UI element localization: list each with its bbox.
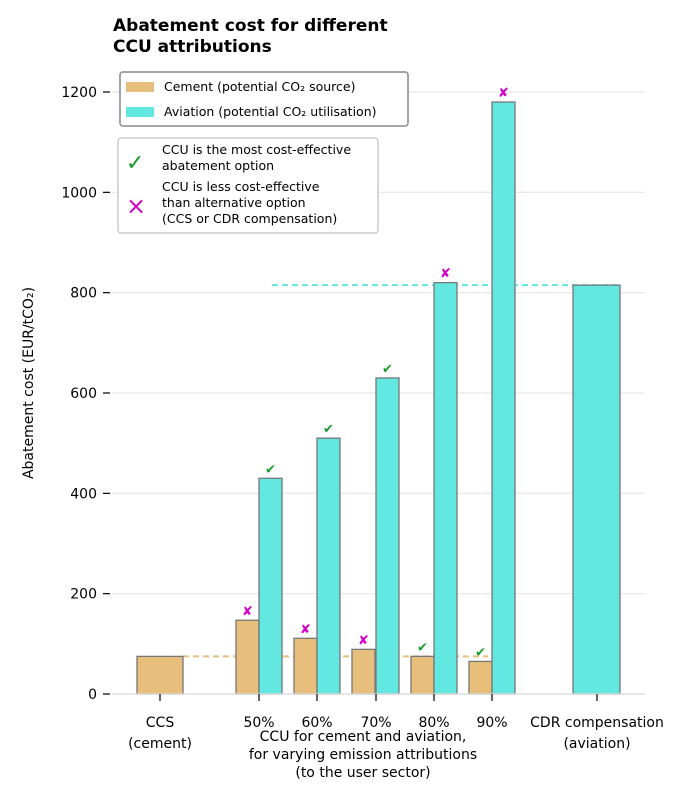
cross-marker: ✘ xyxy=(358,633,369,648)
legend-swatch xyxy=(126,107,154,117)
x-tick-label: 60% xyxy=(301,715,332,731)
reference-lines xyxy=(183,284,620,658)
bar-markers: ✘ ✘ ✘ ✔ ✔ ✔ ✔ ✔ ✘ ✘ xyxy=(242,86,509,660)
cross-marker: ✘ xyxy=(440,267,451,282)
check-marker: ✔ xyxy=(382,362,393,377)
x-tick-label: (cement) xyxy=(128,736,192,752)
bar-cement xyxy=(410,655,435,695)
check-marker: ✔ xyxy=(265,462,276,477)
check-marker: ✔ xyxy=(323,422,334,437)
cross-marker: ✘ xyxy=(300,622,311,637)
legend-label: Aviation (potential CO₂ utilisation) xyxy=(164,104,377,119)
legend-label: Cement (potential CO₂ source) xyxy=(164,79,355,94)
legend-box xyxy=(119,71,409,127)
title-line: Abatement cost for different xyxy=(113,16,388,36)
bar-aviation xyxy=(491,101,516,695)
x-tick-label: (aviation) xyxy=(563,736,630,752)
y-tick-label: 800 xyxy=(70,286,97,302)
x-tick-label: 70% xyxy=(360,715,391,731)
bar-aviation xyxy=(375,377,400,695)
x-tick-label: 90% xyxy=(476,715,507,731)
bar-cement xyxy=(293,637,318,695)
y-axis: 0 200 400 600 800 1000 1200 Abatement cost (EUR… xyxy=(21,85,110,703)
x-tick-label: CCS xyxy=(146,715,175,731)
marker-legend-label: abatement option xyxy=(162,158,274,173)
y-tick-label: 1000 xyxy=(61,185,97,201)
cross-icon: × xyxy=(126,192,146,220)
y-tick-label: 1200 xyxy=(61,85,97,101)
y-tick-label: 200 xyxy=(70,587,97,603)
cross-marker: ✘ xyxy=(242,604,253,619)
bar-cement xyxy=(351,648,376,695)
title-line: CCU attributions xyxy=(113,37,272,57)
marker-legend-label: (CCS or CDR compensation) xyxy=(162,211,337,226)
bar-cement xyxy=(136,655,184,695)
marker-legend-label: CCU is the most cost-effective xyxy=(162,142,351,157)
bar-aviation xyxy=(572,284,621,695)
marker-legend: ✓ CCU is the most cost-effectiveabatement… xyxy=(117,137,379,234)
x-axis: CCS (cement) 50% 60% 70% 80% 90% CDR compensati… xyxy=(112,693,664,781)
legend-swatch xyxy=(126,82,154,92)
cross-marker: ✘ xyxy=(498,86,509,101)
x-axis-label: for varying emission attributions xyxy=(249,747,477,763)
bar-aviation xyxy=(258,477,283,695)
check-marker: ✔ xyxy=(475,645,486,660)
x-axis-label: (to the user sector) xyxy=(295,765,430,781)
check-marker: ✔ xyxy=(417,640,428,655)
x-tick-label: CDR compensation xyxy=(530,715,664,731)
marker-legend-label: CCU is less cost-effective xyxy=(162,179,320,194)
y-tick-label: 600 xyxy=(70,386,97,402)
check-icon: ✓ xyxy=(126,151,144,176)
y-tick-label: 0 xyxy=(88,687,97,703)
marker-legend-box xyxy=(117,137,379,234)
bar-aviation xyxy=(433,281,458,695)
x-tick-label: 80% xyxy=(418,715,449,731)
y-tick-label: 400 xyxy=(70,486,97,502)
x-tick-label: 50% xyxy=(243,715,274,731)
bar-cement xyxy=(468,660,493,695)
marker-legend-label: than alternative option xyxy=(162,195,306,210)
x-axis-label: CCU for cement and aviation, xyxy=(260,729,467,745)
legend: Cement (potential CO₂ source) Aviation (p… xyxy=(119,71,409,127)
y-axis-label: Abatement cost (EUR/tCO₂) xyxy=(21,287,37,479)
bar-aviation xyxy=(316,437,341,695)
bar-cement xyxy=(235,619,260,695)
